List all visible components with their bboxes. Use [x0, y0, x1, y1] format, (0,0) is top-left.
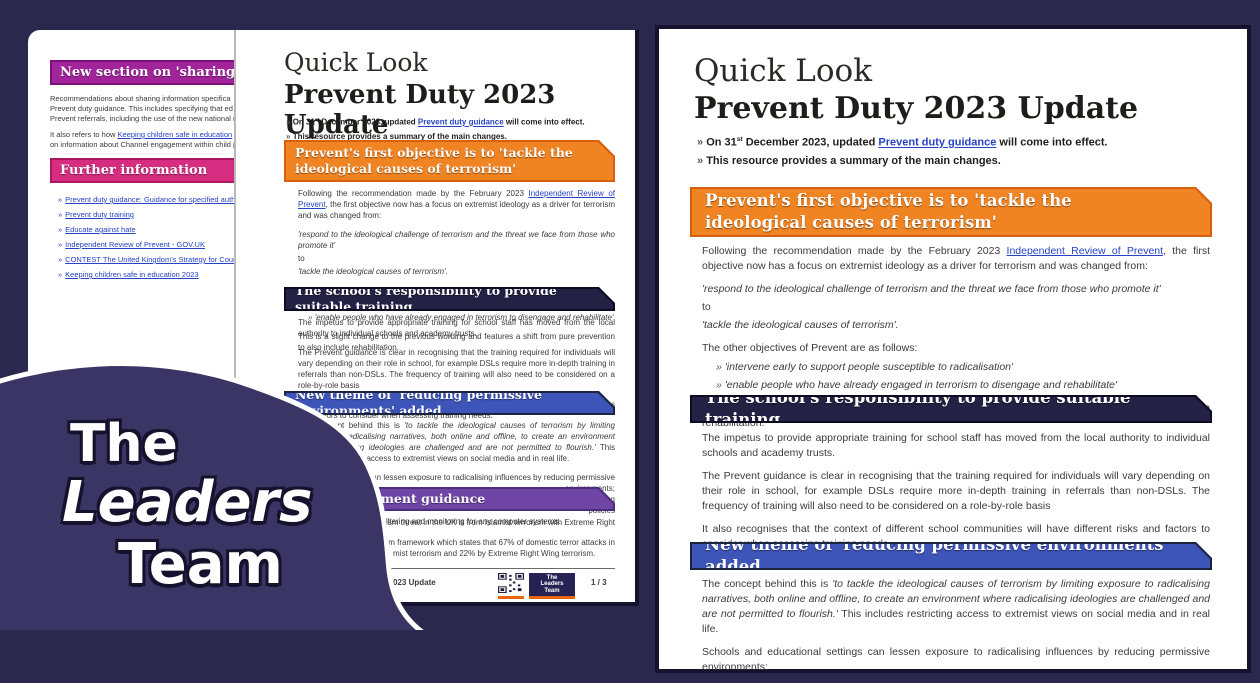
leaders-team-badge: The Leaders Team: [529, 573, 575, 599]
back-page: New section on 'sharing informat Recomme…: [28, 30, 234, 602]
front-page-large: Quick Look Prevent Duty 2023 Update » On…: [655, 25, 1251, 673]
section-banner-training: The school's responsibility to provide s…: [690, 395, 1212, 423]
section-banner-first-objective: Prevent's first objective is to 'tackle …: [690, 187, 1212, 237]
logo-leaders: Leaders: [62, 470, 313, 535]
intro-bullets: » On 31st December 2023, updated Prevent…: [697, 136, 1108, 167]
section-banner-training: The school's responsibility to provide s…: [284, 287, 615, 311]
threat-guidance-body: at the main terrorism threat in the UK i…: [323, 518, 615, 558]
further-information-links: » Prevent duty guidance: Guidance for spe…: [58, 192, 234, 282]
doc-title: Prevent Duty 2023 Update: [284, 80, 556, 140]
page-divider: [234, 30, 236, 602]
footer-doc-title: 023 Update: [393, 578, 436, 587]
prevent-duty-guidance-link[interactable]: Prevent duty guidance: [417, 117, 504, 127]
prevent-duty-guidance-link[interactable]: Prevent duty guidance: [878, 136, 997, 149]
section-banner-further-information: Further information: [50, 158, 234, 183]
logo-team: Team: [118, 532, 283, 597]
link-contest-strategy[interactable]: » CONTEST The United Kingdom's Strategy f…: [58, 255, 234, 264]
permissive-environments-body: The concept behind this is 'to tackle th…: [702, 578, 1210, 673]
link-independent-review[interactable]: » Independent Review of Prevent - GOV.UK: [58, 240, 205, 249]
contest-link[interactable]: 23: [323, 538, 333, 547]
link-kcsie-2023[interactable]: » Keeping children safe in education 2023: [58, 270, 199, 279]
doc-kicker: Quick Look: [284, 48, 428, 77]
doc-kicker: Quick Look: [694, 53, 872, 89]
section-banner-first-objective: Prevent's first objective is to 'tackle …: [284, 140, 615, 182]
sharing-info-paragraph-2: It also refers to how Keeping children s…: [50, 130, 234, 149]
link-educate-against-hate[interactable]: » Educate against hate: [58, 225, 136, 234]
training-body: The impetus to provide appropriate train…: [702, 432, 1210, 550]
banner-heading: Further information: [60, 163, 208, 178]
banner-heading: New section on 'sharing informat: [60, 65, 234, 80]
qr-code: [498, 573, 524, 599]
independent-review-link[interactable]: Independent Review of Prevent: [1006, 245, 1164, 257]
doc-title: Prevent Duty 2023 Update: [694, 91, 1139, 126]
logo-the: The: [70, 414, 178, 474]
sharing-info-paragraph-1: Recommendations about sharing informatio…: [50, 94, 234, 123]
section-banner-sharing-information: New section on 'sharing informat: [50, 60, 234, 85]
link-prevent-duty-guidance[interactable]: » Prevent duty guidance: Guidance for spe…: [58, 195, 234, 204]
section-banner-permissive-environments: New theme of 'reducing permissive enviro…: [690, 542, 1212, 570]
link-prevent-duty-training[interactable]: » Prevent duty training: [58, 210, 134, 219]
page-number: 1 / 3: [591, 578, 607, 587]
section-banner-permissive-environments: New theme of 'reducing permissive enviro…: [284, 391, 615, 415]
independent-review-link[interactable]: Independent Review of Prevent: [298, 189, 616, 209]
section-banner-management-guidance: gement guidance: [284, 487, 615, 511]
kcsie-link[interactable]: Keeping children safe in education: [117, 130, 233, 139]
footer-divider: [298, 568, 615, 569]
intro-bullets: » On 31st December 2023, updated Prevent…: [286, 117, 585, 141]
small-preview-panel: New section on 'sharing informat Recomme…: [28, 30, 639, 606]
